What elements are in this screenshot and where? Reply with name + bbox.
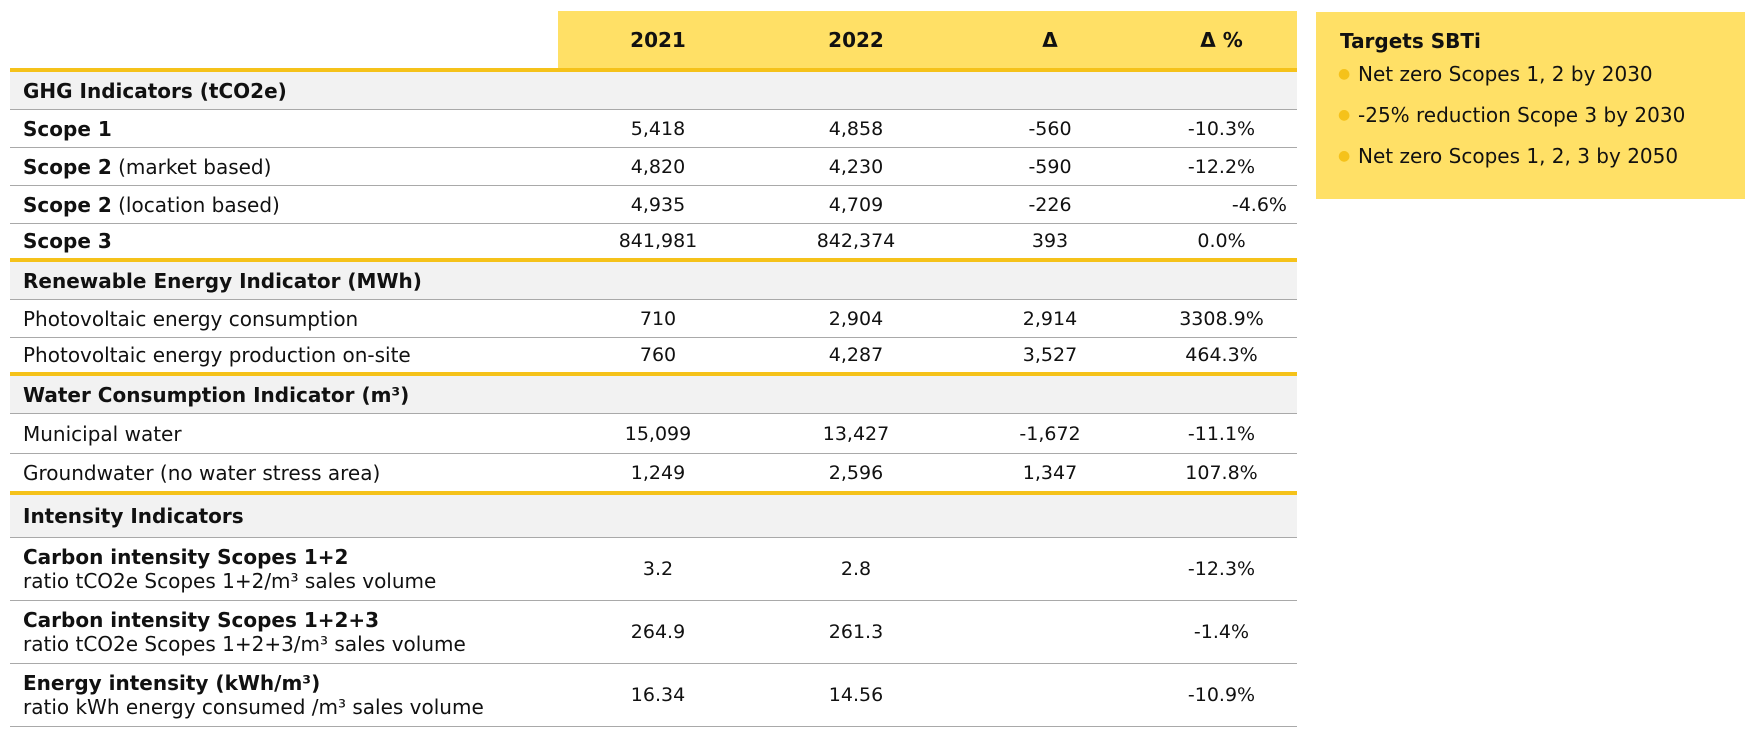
table-row: Photovoltaic energy production on-site 7… [10,338,1297,376]
value-2021: 15,099 [624,422,692,445]
value-2022: 4,709 [828,193,884,216]
table-row: Scope 2 (location based) 4,935 4,709 -22… [10,186,1297,224]
section-title: Renewable Energy Indicator (MWh) [23,268,422,293]
row-label-bold: Scope 3 [23,229,112,253]
value-2021: 1,249 [630,461,686,484]
indicators-table: 2021 2022 Δ Δ % GHG Indicators (tCO2e) S… [10,11,1297,727]
table-row: Groundwater (no water stress area) 1,249… [10,454,1297,495]
value-2022: 2.8 [840,558,872,580]
value-delta: -590 [1028,155,1072,178]
bullet-icon: ● [1338,107,1351,123]
row-sublabel: ratio kWh energy consumed /m³ sales volu… [23,695,484,719]
row-label-bold: Scope 2 [23,154,112,179]
value-2021: 3.2 [642,558,674,580]
row-sublabel: ratio tCO2e Scopes 1+2/m³ sales volume [23,569,437,593]
list-item: ● Net zero Scopes 1, 2, 3 by 2050 [1338,144,1685,185]
targets-list: ● Net zero Scopes 1, 2 by 2030 ● -25% redu… [1338,62,1685,185]
row-label-bold: Scope 1 [23,116,112,141]
row-label: (market based) [111,154,272,179]
targets-panel: Targets SBTi ● Net zero Scopes 1, 2 by 20… [1316,12,1745,199]
target-text: -25% reduction Scope 3 by 2030 [1358,103,1686,127]
value-2021: 264.9 [630,621,686,643]
section-intensity: Intensity Indicators [10,495,1297,538]
table-row: Scope 2 (market based) 4,820 4,230 -590 … [10,148,1297,186]
table-row: Carbon intensity Scopes 1+2 ratio tCO2e … [10,538,1297,601]
value-2022: 2,904 [828,307,884,330]
row-label-bold: Carbon intensity Scopes 1+2 [23,545,349,569]
table-row: Municipal water 15,099 13,427 -1,672 -11… [10,414,1297,454]
row-label: (location based) [111,192,280,217]
value-delta [954,538,1146,600]
row-label: Photovoltaic energy consumption [23,306,359,331]
row-label-bold: Energy intensity (kWh/m³) [23,671,321,695]
section-title: GHG Indicators (tCO2e) [23,78,287,103]
list-item: ● -25% reduction Scope 3 by 2030 [1338,103,1685,144]
value-delta-pct: -12.3% [1187,558,1256,580]
value-2022: 14.56 [828,684,884,706]
row-label-bold: Scope 2 [23,192,112,217]
value-2022: 2,596 [828,461,884,484]
value-2021: 760 [639,344,677,366]
value-2021: 710 [639,307,677,330]
value-2021: 841,981 [618,230,698,252]
value-delta-pct: -10.3% [1187,117,1256,140]
targets-title: Targets SBTi [1340,29,1481,53]
table-header: 2021 2022 Δ Δ % [10,11,1297,72]
header-2021: 2021 [630,27,686,52]
bullet-icon: ● [1338,66,1351,82]
value-delta-pct: -10.9% [1187,684,1256,706]
row-label: Municipal water [23,421,182,446]
table-row: Photovoltaic energy consumption 710 2,90… [10,300,1297,338]
value-delta: -226 [1028,193,1072,216]
value-delta: 3,527 [1022,344,1078,366]
section-ghg: GHG Indicators (tCO2e) [10,72,1297,110]
table-row: Energy intensity (kWh/m³) ratio kWh ener… [10,664,1297,727]
value-2022: 4,287 [828,344,884,366]
row-label: Groundwater (no water stress area) [23,460,381,485]
value-delta-pct: 0.0% [1197,230,1246,252]
bullet-icon: ● [1338,148,1351,164]
value-delta [954,664,1146,726]
value-2021: 4,935 [630,193,686,216]
value-2021: 4,820 [630,155,686,178]
value-delta-pct: 464.3% [1185,344,1258,366]
value-delta-pct: -11.1% [1187,422,1256,445]
value-delta-pct: 3308.9% [1179,307,1264,330]
value-delta-pct: -1.4% [1193,621,1250,643]
target-text: Net zero Scopes 1, 2, 3 by 2050 [1358,144,1679,168]
section-title: Intensity Indicators [23,504,244,528]
value-delta [954,601,1146,663]
value-2022: 4,230 [828,155,884,178]
value-2022: 261.3 [828,621,884,643]
section-water: Water Consumption Indicator (m³) [10,376,1297,414]
value-delta: -1,672 [1019,422,1081,445]
value-delta-pct: -12.2% [1187,155,1256,178]
table-row: Scope 1 5,418 4,858 -560 -10.3% [10,110,1297,148]
value-delta: 393 [1031,230,1069,252]
value-delta: -560 [1028,117,1072,140]
value-delta: 2,914 [1022,307,1078,330]
value-2021: 16.34 [630,684,686,706]
value-delta: 1,347 [1022,461,1078,484]
value-delta-pct: -4.6% [1231,193,1287,216]
value-delta-pct: 107.8% [1185,461,1258,484]
list-item: ● Net zero Scopes 1, 2 by 2030 [1338,62,1685,103]
header-delta: Δ [1042,27,1058,52]
value-2022: 842,374 [816,230,896,252]
row-label: Photovoltaic energy production on-site [23,343,411,367]
header-2022: 2022 [828,27,884,52]
section-title: Water Consumption Indicator (m³) [23,382,410,407]
table-row: Carbon intensity Scopes 1+2+3 ratio tCO2… [10,601,1297,664]
table-row: Scope 3 841,981 842,374 393 0.0% [10,224,1297,262]
row-label-bold: Carbon intensity Scopes 1+2+3 [23,608,380,632]
value-2022: 4,858 [828,117,884,140]
value-2022: 13,427 [822,422,890,445]
header-delta-pct: Δ % [1200,27,1243,52]
value-2021: 5,418 [630,117,686,140]
target-text: Net zero Scopes 1, 2 by 2030 [1358,62,1653,86]
row-sublabel: ratio tCO2e Scopes 1+2+3/m³ sales volume [23,632,466,656]
section-renewable: Renewable Energy Indicator (MWh) [10,262,1297,300]
